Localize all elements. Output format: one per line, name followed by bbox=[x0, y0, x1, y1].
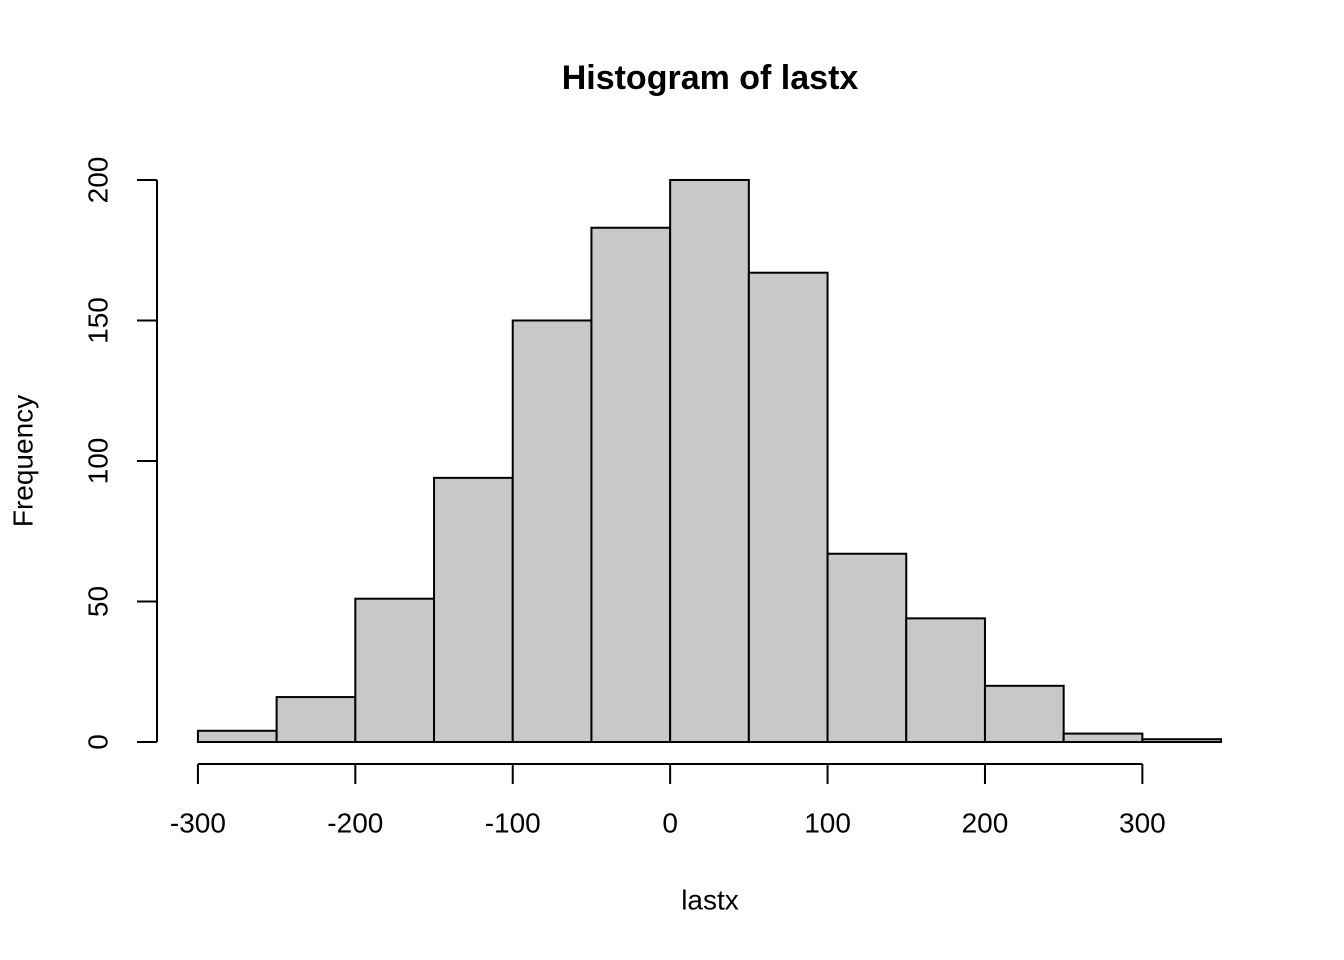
x-tick-label: 100 bbox=[804, 807, 851, 838]
y-tick-label: 50 bbox=[82, 586, 113, 617]
bar bbox=[669, 178, 750, 744]
y-tick-label: 200 bbox=[82, 157, 113, 204]
bar bbox=[747, 271, 829, 744]
y-tick-label: 0 bbox=[82, 734, 113, 750]
x-tick-label: 300 bbox=[1119, 807, 1166, 838]
x-tick-label: 200 bbox=[962, 807, 1009, 838]
bar bbox=[1062, 732, 1144, 744]
bar bbox=[275, 696, 357, 744]
x-tick-label: -300 bbox=[170, 807, 226, 838]
bar bbox=[826, 552, 908, 744]
bar bbox=[433, 476, 514, 744]
bar bbox=[983, 684, 1065, 744]
x-tick-label: 0 bbox=[662, 807, 678, 838]
chart-title: Histogram of lastx bbox=[562, 59, 859, 97]
x-axis-label: lastx bbox=[681, 884, 739, 915]
y-axis-label: Frequency bbox=[7, 395, 38, 527]
bar bbox=[196, 729, 278, 744]
y-tick-label: 150 bbox=[82, 297, 113, 344]
bar bbox=[354, 597, 436, 744]
bar bbox=[511, 319, 593, 744]
x-tick-label: -100 bbox=[485, 807, 541, 838]
x-tick-label: -200 bbox=[327, 807, 383, 838]
bar bbox=[1141, 738, 1223, 744]
bar bbox=[905, 617, 986, 744]
bar bbox=[590, 226, 672, 744]
y-tick-label: 100 bbox=[82, 438, 113, 485]
